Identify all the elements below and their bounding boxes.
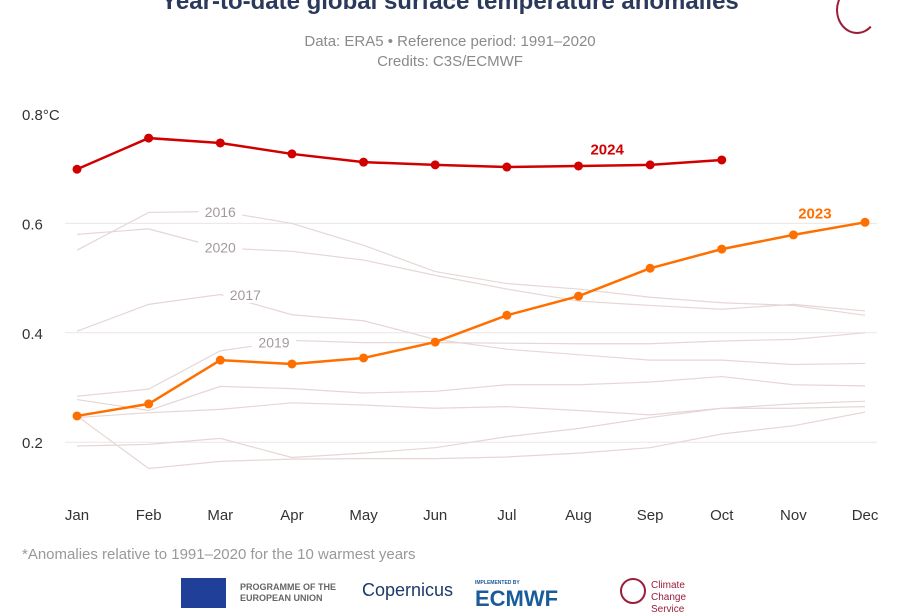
series-line-year-4 [76, 375, 866, 412]
y-tick-label: 0.4 [22, 326, 43, 343]
data-point-2023 [72, 411, 82, 421]
data-point-2023 [717, 244, 727, 254]
x-tick-label: Mar [207, 507, 233, 524]
chart-subtitle: Data: ERA5 • Reference period: 1991–2020 [304, 33, 596, 50]
line-chart: 0.2 0.4 0.6 0.8°C Jan Feb Mar Apr May Jun Jul Aug Se… [22, 107, 879, 524]
data-point-2023 [860, 217, 870, 227]
x-tick-label: Jun [423, 507, 447, 524]
c3s-logo-text: Climate Change Service [651, 580, 687, 615]
x-tick-label: May [349, 507, 378, 524]
series-line-2023 [76, 221, 866, 418]
data-point-2023 [573, 291, 583, 301]
data-point-2024 [215, 138, 225, 148]
x-tick-label: Jan [65, 507, 89, 524]
y-tick-label: 0.2 [22, 435, 43, 452]
label-background [223, 286, 268, 304]
data-point-2024 [573, 161, 583, 171]
series-label-2020: 2020 [205, 239, 236, 255]
eu-flag-logo [181, 578, 226, 608]
series-label-2017: 2017 [230, 287, 261, 303]
c3s-logo-icon [620, 578, 646, 604]
label-background [252, 333, 297, 351]
data-point-2024 [72, 164, 82, 174]
data-point-2023 [144, 399, 154, 409]
footnote: *Anomalies relative to 1991–2020 for the… [22, 546, 416, 563]
x-tick-label: Dec [852, 507, 879, 524]
series-line-2016 [76, 210, 866, 316]
label-background [198, 202, 243, 220]
data-point-2024 [645, 160, 655, 170]
data-point-2024 [144, 133, 154, 143]
data-point-2024 [287, 149, 297, 159]
x-tick-label: Oct [710, 507, 734, 524]
c3s-thermometer-logo-icon [836, 0, 878, 34]
data-point-2023 [287, 359, 297, 369]
data-point-2024 [430, 160, 440, 170]
implemented-by-text: IMPLEMENTED BY [475, 580, 520, 586]
chart-credits: Credits: C3S/ECMWF [377, 53, 523, 70]
data-point-2023 [788, 230, 798, 240]
data-point-2023 [430, 337, 440, 347]
series-label-2024: 2024 [590, 141, 624, 158]
eu-programme-text: PROGRAMME OF THE EUROPEAN UNION [240, 582, 336, 603]
series-line-2019 [76, 332, 866, 397]
series-line-2017 [76, 293, 866, 366]
series-label-2019: 2019 [258, 335, 289, 351]
series-line-year-7 [76, 411, 866, 470]
copernicus-logo: Copernicus [362, 580, 454, 600]
series-line-year-5 [76, 402, 866, 419]
x-tick-label: Feb [136, 507, 162, 524]
x-tick-label: Nov [780, 507, 807, 524]
data-point-2023 [215, 355, 225, 365]
series-line-2020 [76, 228, 866, 312]
data-point-2024 [359, 157, 369, 167]
label-background [198, 238, 243, 256]
data-point-2024 [502, 162, 512, 172]
data-point-2024 [717, 155, 727, 165]
ecmwf-logo: ECMWF [475, 586, 559, 611]
series-label-2023: 2023 [798, 205, 831, 222]
x-tick-label: Aug [565, 507, 592, 524]
data-point-2023 [502, 310, 512, 320]
chart-title: Year-to-date global surface temperature … [161, 0, 739, 15]
y-tick-label: 0.8°C [22, 107, 60, 124]
x-tick-label: Apr [280, 507, 303, 524]
series-line-2024 [76, 136, 722, 171]
x-tick-label: Sep [637, 507, 664, 524]
series-line-year-6 [76, 400, 866, 459]
series-label-2016: 2016 [205, 204, 236, 220]
data-point-2023 [359, 353, 369, 363]
y-tick-label: 0.6 [22, 216, 43, 233]
x-tick-label: Jul [497, 507, 516, 524]
data-point-2023 [645, 263, 655, 273]
